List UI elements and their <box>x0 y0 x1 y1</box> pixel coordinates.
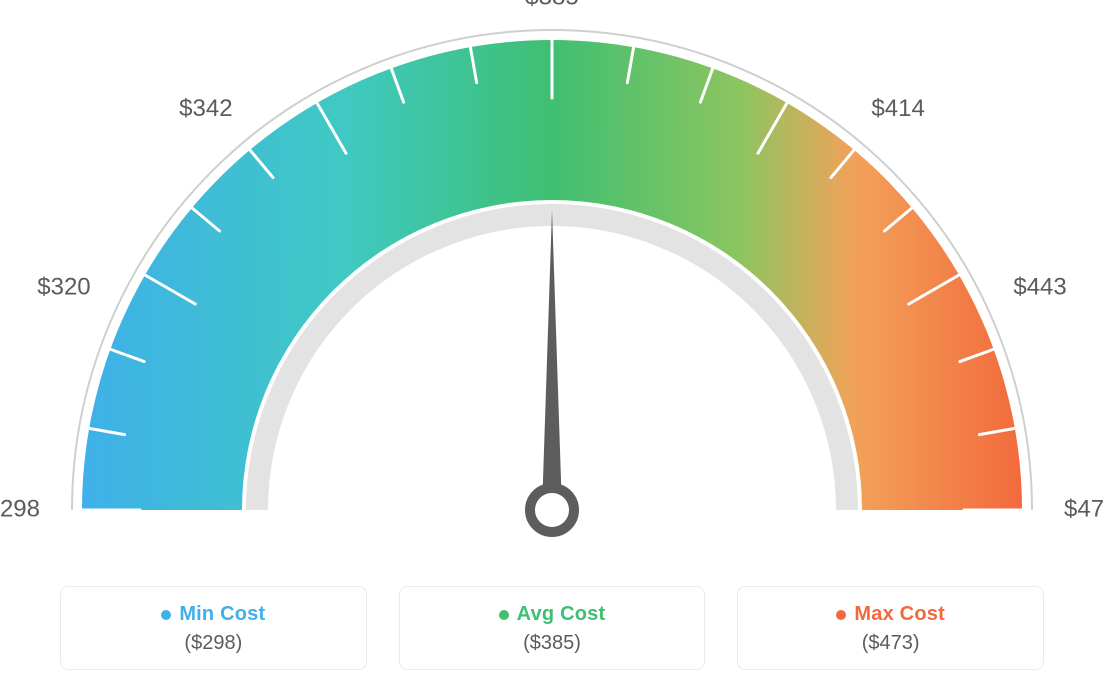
legend-row: Min Cost ($298) Avg Cost ($385) Max Cost… <box>0 586 1104 670</box>
legend-title-avg: Avg Cost <box>499 603 606 626</box>
legend-value: ($385) <box>412 632 693 655</box>
legend-label: Avg Cost <box>517 603 606 626</box>
svg-text:$414: $414 <box>871 95 924 122</box>
legend-title-max: Max Cost <box>836 603 945 626</box>
dot-icon <box>836 610 846 620</box>
dot-icon <box>161 610 171 620</box>
legend-card-avg: Avg Cost ($385) <box>399 586 706 670</box>
svg-text:$473: $473 <box>1064 495 1104 522</box>
svg-text:$443: $443 <box>1013 273 1066 300</box>
legend-label: Min Cost <box>179 603 265 626</box>
svg-text:$385: $385 <box>525 0 578 10</box>
legend-value: ($298) <box>73 632 354 655</box>
gauge-svg: $298 $320 $342 $385 $414 $443 $473 <box>0 0 1104 560</box>
legend-value: ($473) <box>750 632 1031 655</box>
svg-text:$298: $298 <box>0 495 40 522</box>
legend-card-max: Max Cost ($473) <box>737 586 1044 670</box>
cost-gauge: $298 $320 $342 $385 $414 $443 $473 <box>0 0 1104 560</box>
legend-title-min: Min Cost <box>161 603 265 626</box>
legend-label: Max Cost <box>854 603 945 626</box>
dot-icon <box>499 610 509 620</box>
svg-text:$320: $320 <box>37 273 90 300</box>
legend-card-min: Min Cost ($298) <box>60 586 367 670</box>
svg-text:$342: $342 <box>179 95 232 122</box>
